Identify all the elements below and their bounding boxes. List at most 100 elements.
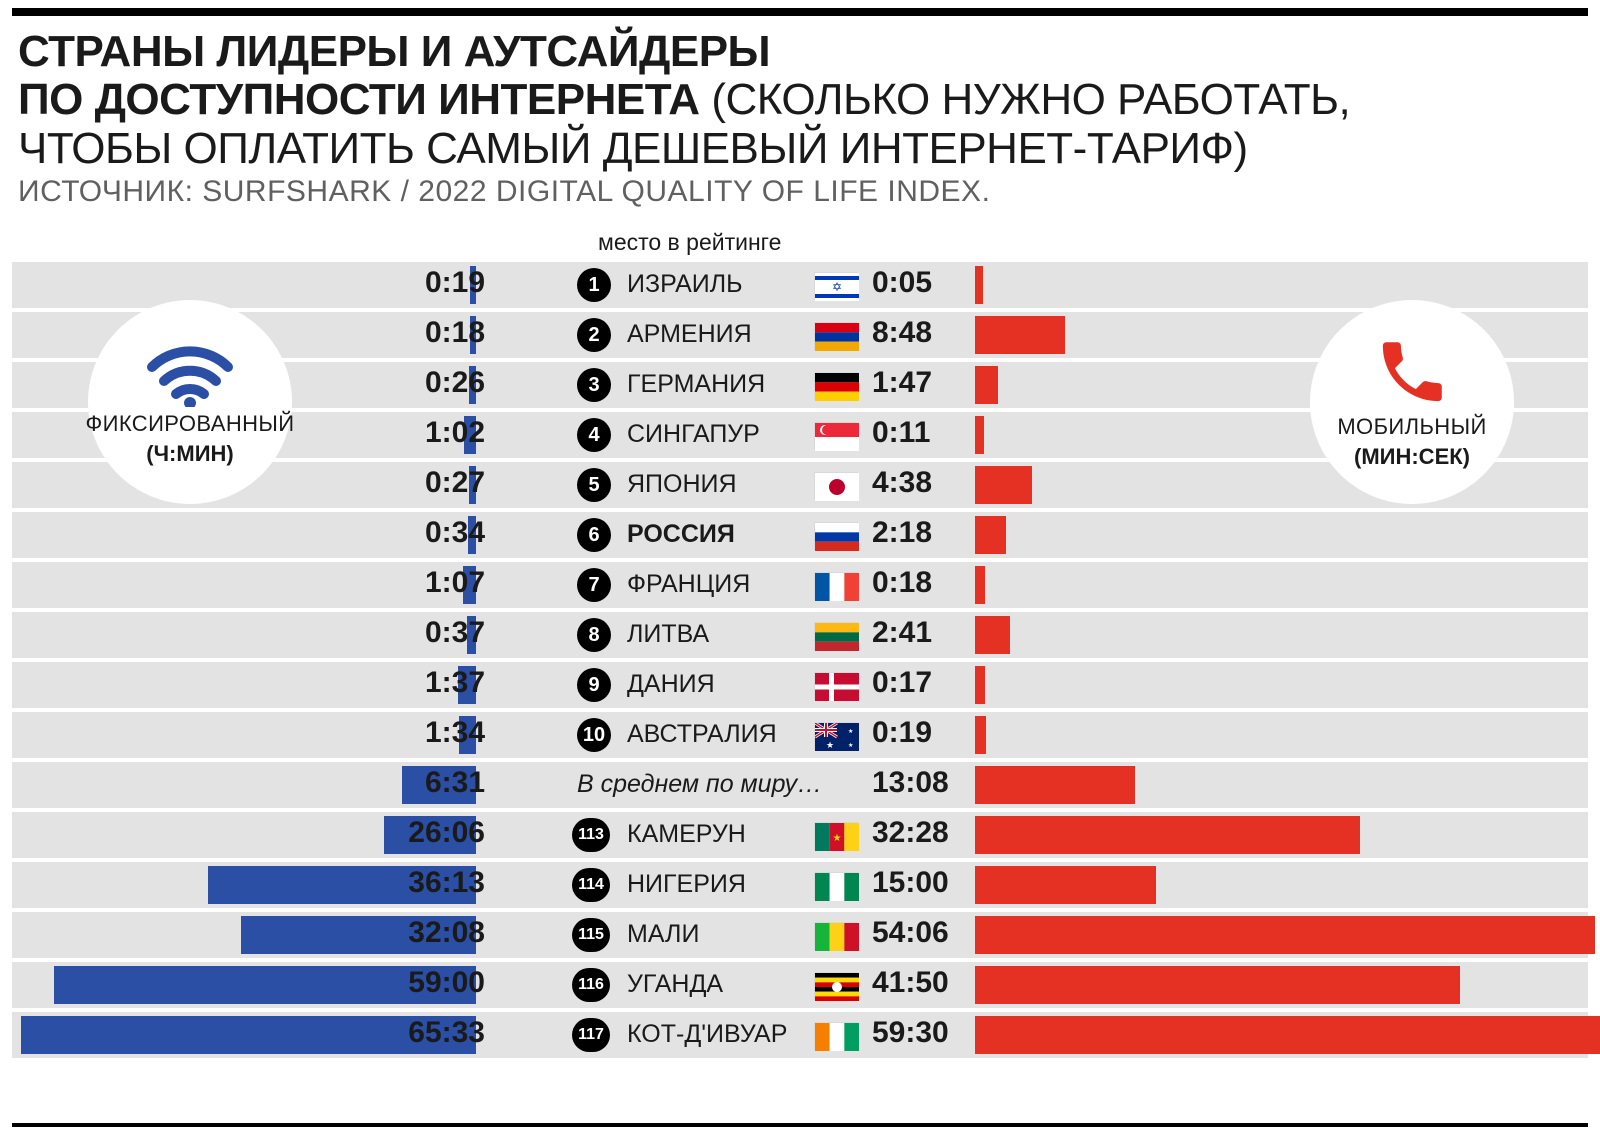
table-row: 1:070:187ФРАНЦИЯ — [12, 562, 1588, 608]
rank-badge: 114 — [572, 868, 610, 902]
mobile-bar — [980, 466, 1032, 504]
flag-icon — [814, 522, 858, 550]
title-line3: ЧТОБЫ ОПЛАТИТЬ САМЫЙ ДЕШЕВЫЙ ИНТЕРНЕТ-ТА… — [18, 124, 1248, 173]
title-line2-bold: ПО ДОСТУПНОСТИ ИНТЕРНЕТА — [18, 75, 700, 124]
mobile-time: 41:50 — [872, 966, 949, 1000]
mobile-bar — [980, 1016, 1600, 1054]
flag-icon — [814, 622, 858, 650]
wifi-icon — [146, 337, 234, 407]
fixed-time: 36:13 — [408, 866, 485, 900]
fixed-time: 1:34 — [425, 716, 485, 750]
svg-text:✡: ✡ — [832, 280, 842, 294]
row-bg — [12, 512, 1588, 558]
fixed-time: 65:33 — [408, 1016, 485, 1050]
table-row: 1:370:179ДАНИЯ — [12, 662, 1588, 708]
table-row: 36:1315:00114НИГЕРИЯ — [12, 862, 1588, 908]
rank-badge: 5 — [577, 468, 611, 502]
flag-icon: ★ — [814, 822, 858, 850]
fixed-time: 1:02 — [425, 416, 485, 450]
fixed-time: 1:07 — [425, 566, 485, 600]
rank-badge: 117 — [572, 1018, 610, 1052]
page-title: СТРАНЫ ЛИДЕРЫ И АУТСАЙДЕРЫ ПО ДОСТУПНОСТ… — [18, 28, 1582, 173]
country-name: МАЛИ — [627, 920, 699, 949]
mobile-badge-unit: (МИН:СЕК) — [1354, 444, 1470, 470]
mobile-bar — [980, 666, 985, 704]
mobile-bar — [980, 566, 985, 604]
country-name: СИНГАПУР — [627, 420, 760, 449]
svg-text:★: ★ — [848, 742, 853, 749]
rank-badge: 116 — [572, 968, 610, 1002]
mobile-bar — [980, 616, 1010, 654]
table-row: 1:340:1910АВСТРАЛИЯ★★★ — [12, 712, 1588, 758]
flag-icon: ✡ — [814, 272, 858, 300]
fixed-time: 1:37 — [425, 666, 485, 700]
row-bg — [12, 662, 1588, 708]
mobile-time: 2:18 — [872, 516, 932, 550]
header: СТРАНЫ ЛИДЕРЫ И АУТСАЙДЕРЫ ПО ДОСТУПНОСТ… — [0, 28, 1600, 213]
mobile-time: 0:11 — [872, 416, 930, 450]
flag-icon — [814, 422, 858, 450]
row-bg — [12, 712, 1588, 758]
country-name: КОТ-Д'ИВУАР — [627, 1020, 787, 1049]
table-row: 0:342:186РОССИЯ — [12, 512, 1588, 558]
country-name: РОССИЯ — [627, 520, 735, 549]
mobile-time: 2:41 — [872, 616, 932, 650]
mobile-time: 4:38 — [872, 466, 932, 500]
mobile-bar — [980, 966, 1460, 1004]
flag-icon — [814, 972, 858, 1000]
rank-badge: 7 — [577, 568, 611, 602]
country-name: ФРАНЦИЯ — [627, 570, 750, 599]
mobile-time: 15:00 — [872, 866, 949, 900]
row-bg — [12, 612, 1588, 658]
title-line2-rest: (СКОЛЬКО НУЖНО РАБОТАТЬ, — [711, 75, 1350, 124]
rank-badge: 9 — [577, 668, 611, 702]
flag-icon — [814, 1022, 858, 1050]
mobile-time: 13:08 — [872, 766, 949, 800]
country-name: ЛИТВА — [627, 620, 709, 649]
rank-badge: 115 — [572, 918, 610, 952]
legend-rank-label: место в рейтинге — [598, 229, 781, 256]
country-name: ИЗРАИЛЬ — [627, 270, 743, 299]
fixed-time: 0:27 — [425, 466, 485, 500]
title-line1: СТРАНЫ ЛИДЕРЫ И АУТСАЙДЕРЫ — [18, 27, 770, 76]
fixed-time: 0:26 — [425, 366, 485, 400]
mobile-badge-label: МОБИЛЬНЫЙ — [1337, 414, 1486, 440]
fixed-time: 0:19 — [425, 266, 485, 300]
fixed-time: 59:00 — [408, 966, 485, 1000]
rank-badge: 113 — [572, 818, 610, 852]
average-label: В среднем по миру… — [577, 770, 822, 799]
flag-icon — [814, 672, 858, 700]
rank-badge: 2 — [577, 318, 611, 352]
fixed-badge: ФИКСИРОВАННЫЙ (Ч:МИН) — [90, 302, 290, 502]
svg-text:★: ★ — [833, 833, 842, 844]
mobile-bar — [980, 316, 1065, 354]
table-row: 26:0632:28113КАМЕРУН★ — [12, 812, 1588, 858]
mobile-time: 0:05 — [872, 266, 932, 300]
mobile-bar — [980, 866, 1156, 904]
rank-badge: 1 — [577, 268, 611, 302]
mobile-time: 8:48 — [872, 316, 932, 350]
flag-icon: ★ ★ ★ — [814, 722, 858, 750]
rank-badge: 6 — [577, 518, 611, 552]
table-row: 32:0854:06115МАЛИ — [12, 912, 1588, 958]
mobile-time: 54:06 — [872, 916, 949, 950]
country-name: АРМЕНИЯ — [627, 320, 752, 349]
mobile-time: 59:30 — [872, 1016, 949, 1050]
fixed-time: 6:31 — [425, 766, 485, 800]
mobile-time: 1:47 — [872, 366, 932, 400]
row-average: 6:31 13:08 В среднем по миру… — [12, 762, 1588, 808]
rank-badge: 10 — [577, 718, 611, 752]
svg-text:★: ★ — [826, 740, 834, 750]
bottom-rule — [12, 1123, 1588, 1127]
flag-icon — [814, 872, 858, 900]
rank-badge: 8 — [577, 618, 611, 652]
source-line: ИСТОЧНИК: SURFSHARK / 2022 DIGITAL QUALI… — [18, 175, 1582, 209]
svg-text:★: ★ — [848, 728, 853, 735]
fixed-time: 26:06 — [408, 816, 485, 850]
fixed-time: 0:37 — [425, 616, 485, 650]
country-name: УГАНДА — [627, 970, 723, 999]
mobile-bar — [980, 266, 983, 304]
mobile-bar — [980, 716, 986, 754]
mobile-bar — [980, 816, 1360, 854]
row-bg — [12, 562, 1588, 608]
